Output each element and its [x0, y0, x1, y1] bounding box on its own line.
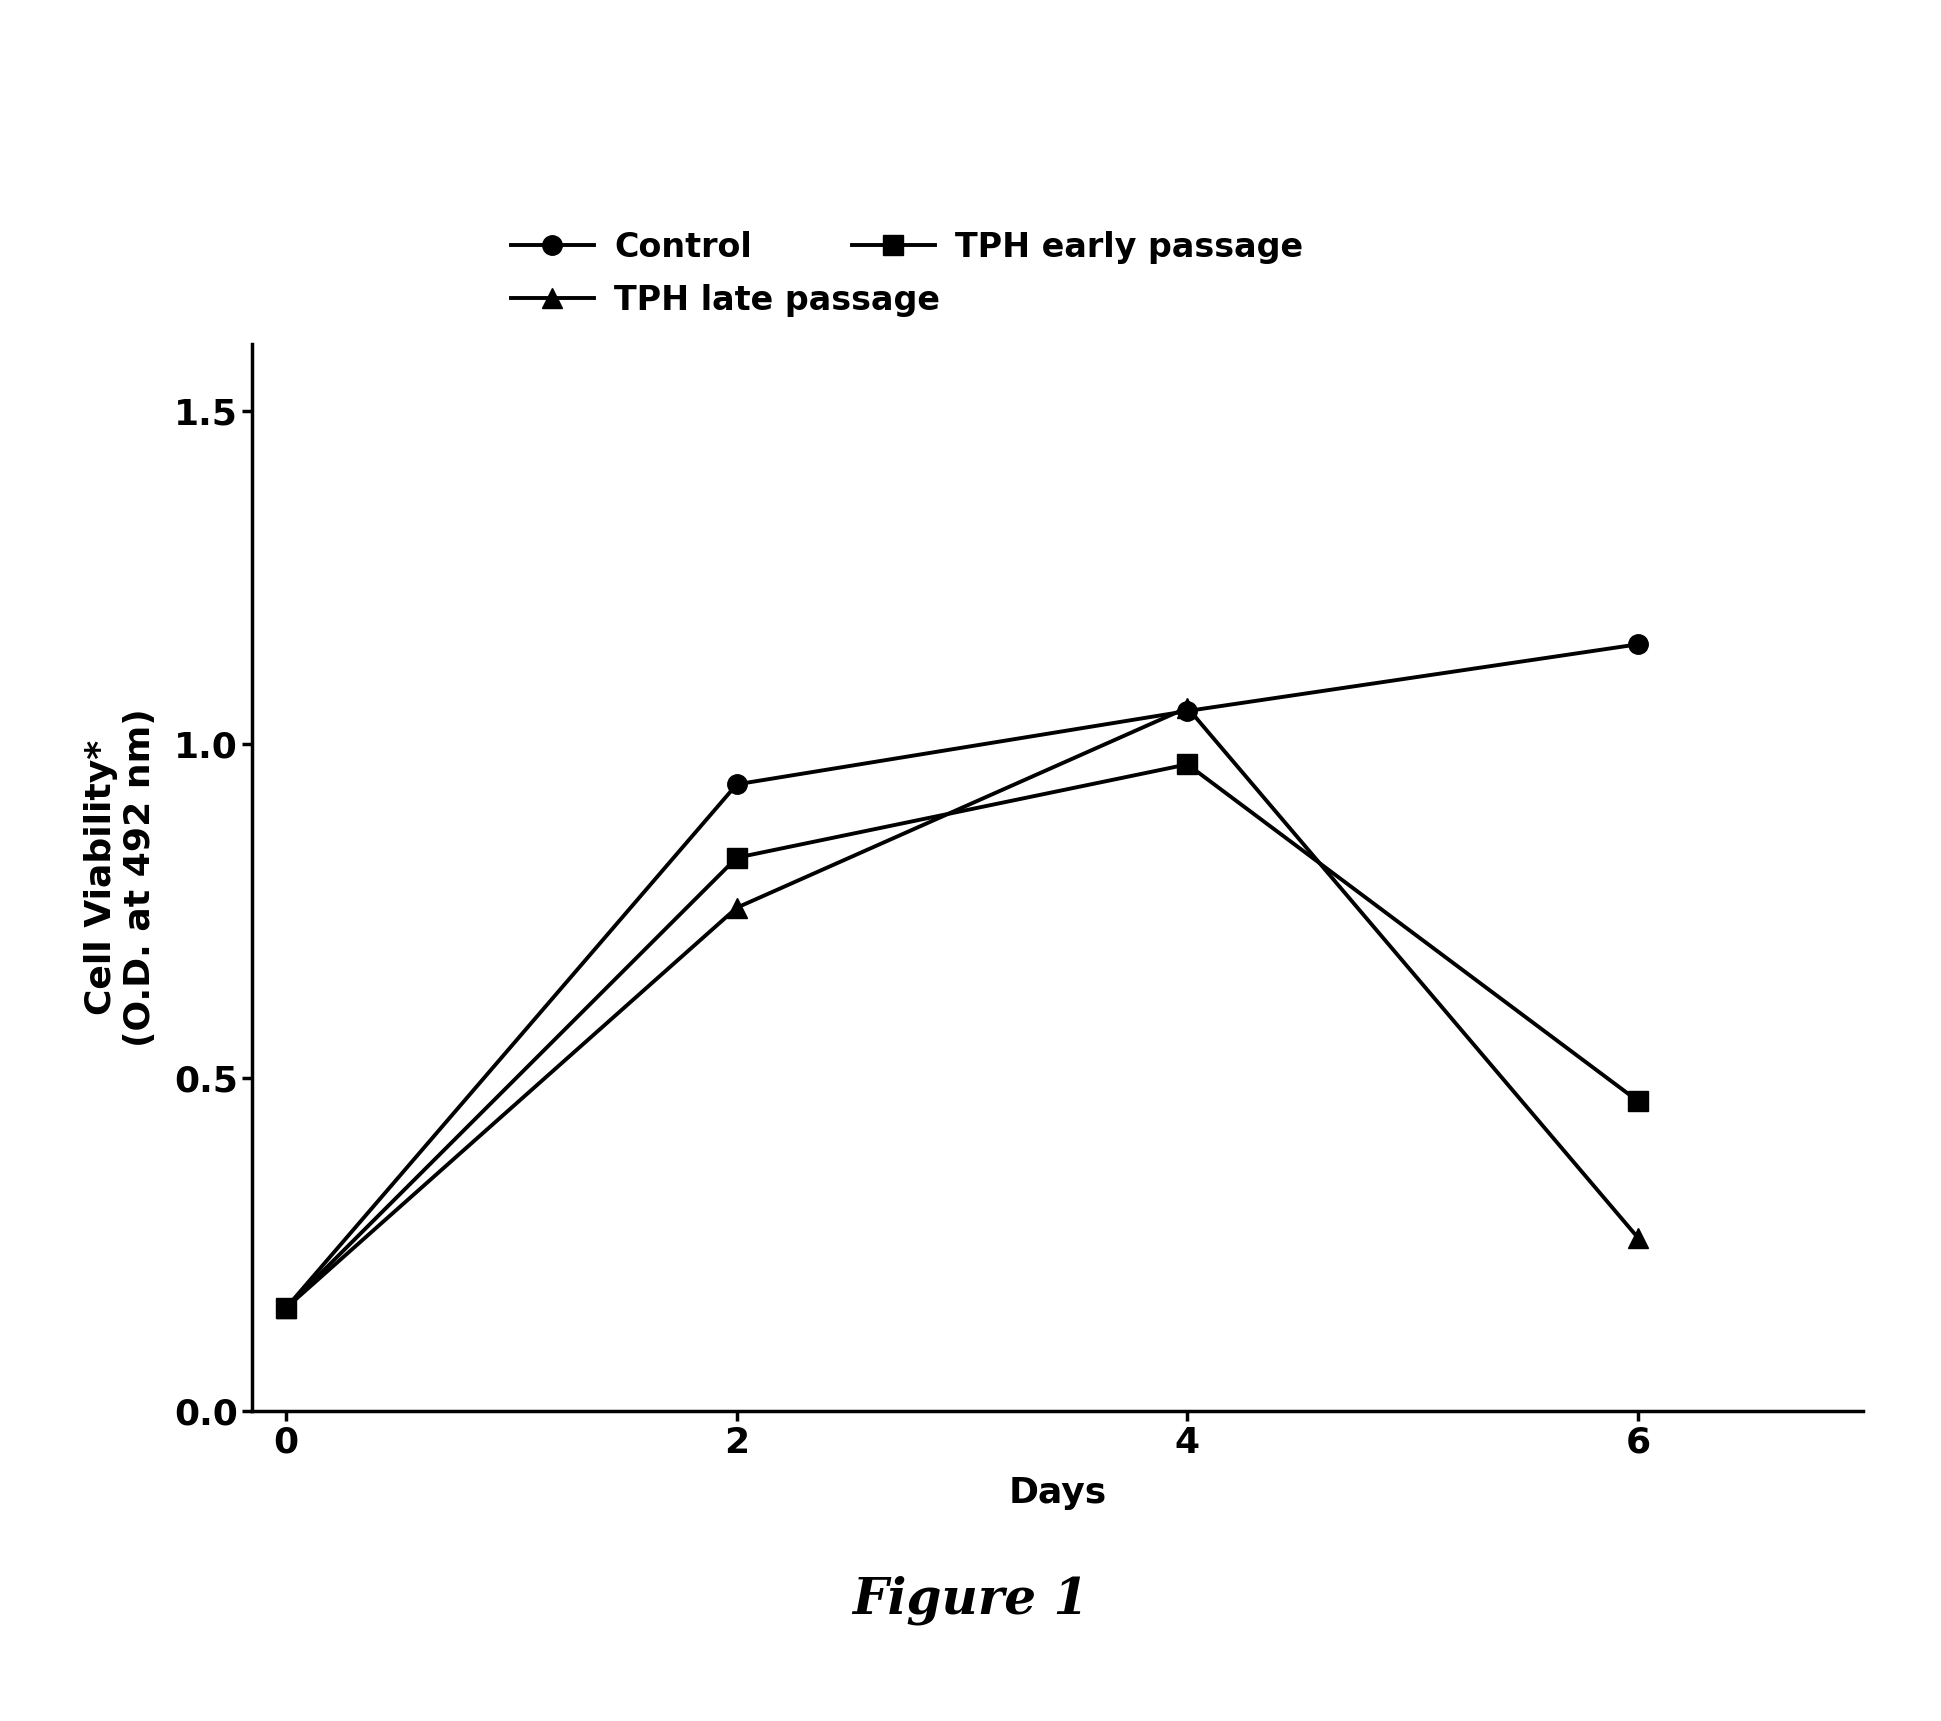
- TPH early passage: [274, 1298, 297, 1318]
- Text: Figure 1: Figure 1: [852, 1576, 1089, 1625]
- Line: Control: Control: [276, 635, 1648, 1318]
- Line: TPH early passage: TPH early passage: [276, 754, 1648, 1318]
- Control: [274, 1298, 297, 1318]
- Control: [1627, 633, 1650, 654]
- TPH early passage: [1176, 754, 1200, 774]
- Control: [1176, 700, 1200, 721]
- TPH late passage: [1627, 1227, 1650, 1248]
- TPH early passage: [726, 847, 749, 867]
- TPH late passage: [726, 897, 749, 917]
- TPH late passage: [1176, 697, 1200, 718]
- Control: [726, 774, 749, 795]
- TPH late passage: [274, 1298, 297, 1318]
- X-axis label: Days: Days: [1009, 1477, 1106, 1511]
- Y-axis label: Cell Viability*
(O.D. at 492 nm): Cell Viability* (O.D. at 492 nm): [83, 709, 157, 1046]
- Line: TPH late passage: TPH late passage: [276, 699, 1648, 1318]
- TPH early passage: [1627, 1091, 1650, 1112]
- Legend: TPH late passage: TPH late passage: [510, 284, 939, 317]
